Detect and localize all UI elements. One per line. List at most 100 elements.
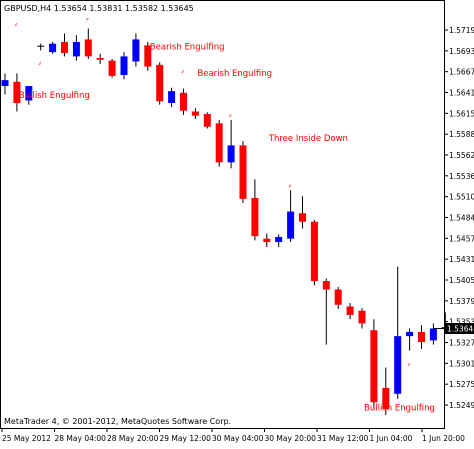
price-tick-label: 1.56675	[449, 68, 474, 77]
candle[interactable]	[299, 196, 306, 229]
bear-candle-body	[108, 60, 116, 76]
time-tick-label: 25 May 2012	[2, 434, 51, 443]
candles-layer[interactable]	[1, 28, 449, 415]
price-tick-label: 1.53795	[449, 297, 474, 306]
candle[interactable]	[144, 41, 152, 71]
price-tick-label: 1.54575	[449, 234, 474, 243]
candle[interactable]	[156, 62, 164, 105]
pattern-marker-icon: ⸗	[38, 60, 42, 68]
candle[interactable]	[132, 33, 140, 67]
time-tick-label: 30 May 20:00	[265, 434, 317, 443]
candle[interactable]	[25, 86, 33, 105]
pattern-marker-icon: ⸗	[145, 49, 149, 57]
bull-candle-body	[394, 336, 402, 394]
bear-candle-body	[263, 238, 271, 243]
candle[interactable]	[370, 319, 378, 410]
candle[interactable]	[287, 190, 295, 243]
bull-candle-body	[25, 86, 33, 101]
pattern-label: Bearish Engulfing	[197, 69, 272, 79]
candle[interactable]	[120, 52, 128, 80]
pattern-markers-layer: ⸗ ⸗ ⸗ ⸗ ⸗ ⸗ ⸗ ⸗	[14, 15, 411, 369]
bear-candle-body	[61, 41, 68, 53]
pattern-label: Bearish Engulfing	[150, 43, 225, 53]
price-tick-label: 1.55885	[449, 130, 474, 139]
bull-candle-body	[120, 56, 128, 76]
candle[interactable]	[227, 119, 235, 169]
price-tick-label: 1.56155	[449, 109, 474, 118]
candle[interactable]	[191, 108, 199, 120]
bull-candle-body	[227, 145, 235, 163]
candle[interactable]	[84, 28, 92, 59]
candle[interactable]	[1, 73, 9, 95]
price-tick-label: 1.55625	[449, 151, 474, 160]
price-tick-label: 1.52490	[449, 401, 474, 410]
price-tick-label: 1.53275	[449, 339, 474, 348]
pattern-marker-icon: ⸗	[407, 361, 411, 369]
bear-candle-body	[382, 387, 390, 410]
bear-candle-body	[334, 289, 342, 305]
price-tick-label: 1.55365	[449, 172, 474, 181]
bear-candle-body	[418, 331, 425, 343]
candle[interactable]	[251, 179, 259, 241]
candle[interactable]	[168, 87, 176, 108]
candle[interactable]	[96, 53, 104, 65]
candle[interactable]	[72, 35, 80, 61]
time-tick-label: 1 Jun 04:00	[370, 434, 413, 443]
candle[interactable]	[263, 233, 271, 248]
bull-candle-body	[1, 80, 9, 87]
bull-candle-body	[132, 39, 140, 62]
candle[interactable]	[239, 141, 247, 204]
candle[interactable]	[382, 367, 390, 415]
candle[interactable]	[322, 278, 330, 345]
candle[interactable]	[61, 33, 68, 57]
bull-candle-body	[406, 331, 414, 337]
price-tick-label: 1.53015	[449, 359, 474, 368]
candle[interactable]	[394, 266, 402, 399]
bear-candle-body	[84, 39, 92, 57]
candle[interactable]	[334, 286, 342, 310]
current-price-label: 1.53645	[447, 325, 474, 334]
candle[interactable]	[346, 303, 354, 320]
bull-candle-body	[275, 236, 283, 243]
bull-candle-body	[287, 211, 295, 239]
price-tick-label: 1.56415	[449, 89, 474, 98]
price-tick-label: 1.54315	[449, 255, 474, 264]
bull-candle-body	[49, 43, 57, 53]
candle[interactable]	[180, 88, 187, 115]
candle[interactable]	[215, 119, 223, 167]
candle[interactable]	[13, 73, 21, 112]
candle[interactable]	[406, 328, 414, 351]
price-tick-label: 1.53535	[449, 318, 474, 327]
bear-candle-body	[96, 58, 104, 60]
candle[interactable]	[310, 220, 318, 286]
current-price-marker: 1.53645	[434, 323, 474, 335]
bear-candle-body	[322, 281, 330, 290]
bull-candle-body	[72, 41, 80, 57]
price-tick-label: 1.57195	[449, 26, 474, 35]
bear-candle-body	[358, 310, 366, 324]
bull-candle-body	[429, 328, 437, 341]
pattern-marker-icon: ⸗	[14, 21, 18, 29]
candle[interactable]	[203, 112, 211, 129]
bear-candle-body	[180, 92, 187, 111]
candle[interactable]	[418, 325, 425, 349]
bear-candle-body	[215, 123, 223, 163]
candle[interactable]	[358, 308, 366, 329]
candle[interactable]	[429, 323, 437, 345]
bear-candle-body	[346, 306, 354, 315]
price-tick-label: 1.54845	[449, 214, 474, 223]
candle[interactable]	[37, 43, 45, 51]
symbol-ohlc-header: GBPUSD,H4 1.53654 1.53831 1.53582 1.5364…	[4, 4, 194, 13]
candle[interactable]	[275, 234, 283, 248]
price-tick-label: 1.52755	[449, 380, 474, 389]
time-tick-label: 1 Jun 20:00	[422, 434, 465, 443]
candle[interactable]	[108, 58, 116, 78]
pattern-marker-icon: ⸗	[228, 111, 232, 119]
time-axis: 25 May 2012 28 May 04:00 28 May 20:00 29 Ma…	[1, 428, 465, 443]
candle[interactable]	[49, 41, 57, 54]
price-tick-label: 1.56935	[449, 47, 474, 56]
pattern-label: Three Inside Down	[268, 134, 348, 144]
bear-candle-body	[191, 111, 199, 116]
